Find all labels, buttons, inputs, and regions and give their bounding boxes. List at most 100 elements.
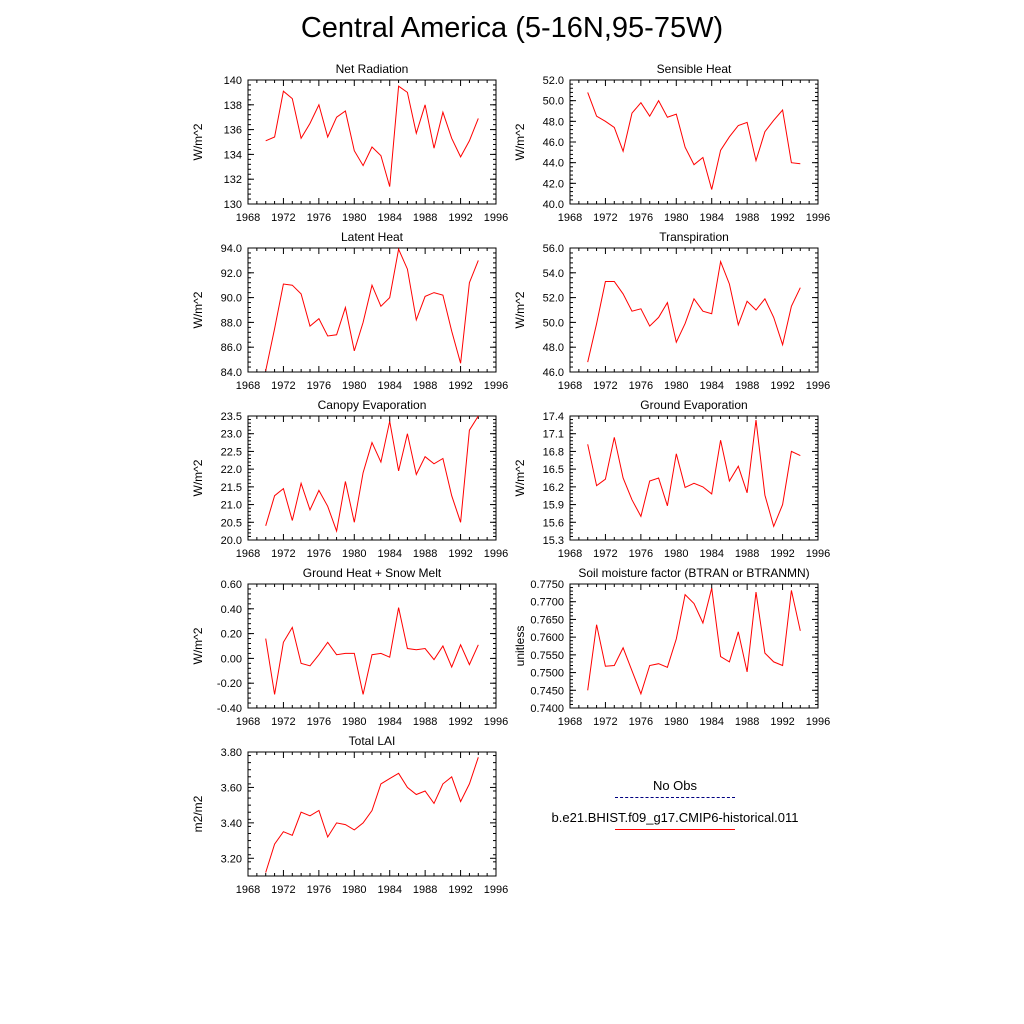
x-tick-label: 1976 <box>629 212 653 224</box>
y-tick-label: 50.0 <box>543 317 564 329</box>
x-tick-label: 1984 <box>699 548 723 560</box>
x-tick-label: 1976 <box>307 884 331 896</box>
y-tick-label: 22.0 <box>221 464 242 476</box>
x-tick-label: 1996 <box>806 716 830 728</box>
y-tick-label: 40.0 <box>543 199 564 211</box>
y-tick-label: 0.7450 <box>530 685 564 697</box>
panel-0: Net Radiation W/m^2 1968 1972 1976 1980 1984 19… <box>191 62 508 224</box>
x-tick-label: 1980 <box>342 212 366 224</box>
x-tick-label: 1972 <box>271 884 295 896</box>
panel-1: Sensible Heat W/m^2 1968 1972 1976 1980 1984 19… <box>513 62 830 224</box>
x-tick-label: 1988 <box>735 212 759 224</box>
x-tick-label: 1992 <box>448 212 472 224</box>
y-tick-label: 84.0 <box>221 367 242 379</box>
y-tick-label: 134 <box>224 149 242 161</box>
y-tick-label: 16.2 <box>543 482 564 494</box>
y-tick-label: 0.40 <box>221 604 242 616</box>
x-tick-label: 1980 <box>342 380 366 392</box>
y-tick-label: 20.0 <box>221 535 242 547</box>
x-tick-label: 1972 <box>271 212 295 224</box>
legend-obs-label: No Obs <box>652 778 698 793</box>
y-tick-label: 15.6 <box>543 517 564 529</box>
x-tick-label: 1984 <box>377 380 401 392</box>
x-tick-label: 1968 <box>236 548 260 560</box>
y-axis-label: W/m^2 <box>513 123 527 160</box>
x-tick-label: 1992 <box>770 380 794 392</box>
y-tick-label: 3.60 <box>221 782 242 794</box>
x-tick-label: 1996 <box>806 380 830 392</box>
x-tick-label: 1992 <box>770 548 794 560</box>
series-line <box>265 247 479 371</box>
y-tick-label: 92.0 <box>221 268 242 280</box>
x-tick-label: 1980 <box>664 380 688 392</box>
x-tick-label: 1992 <box>770 212 794 224</box>
x-tick-label: 1968 <box>558 212 582 224</box>
legend-obs-line <box>615 797 735 798</box>
x-tick-label: 1992 <box>448 884 472 896</box>
panel-title: Ground Evaporation <box>640 398 747 412</box>
y-tick-label: 20.5 <box>221 517 242 529</box>
x-tick-label: 1984 <box>699 716 723 728</box>
panel-title: Total LAI <box>349 734 396 748</box>
series-line <box>265 415 479 534</box>
panel-frame <box>569 415 819 541</box>
y-tick-label: 48.0 <box>543 342 564 354</box>
x-tick-label: 1968 <box>236 380 260 392</box>
y-tick-label: 0.7750 <box>530 579 564 591</box>
x-tick-label: 1976 <box>629 716 653 728</box>
panel-frame <box>247 415 497 541</box>
panel-title: Net Radiation <box>336 62 409 76</box>
y-tick-label: -0.40 <box>217 703 242 715</box>
x-tick-label: 1992 <box>770 716 794 728</box>
y-tick-label: 90.0 <box>221 293 242 305</box>
y-tick-label: 16.8 <box>543 446 564 458</box>
y-tick-label: 0.00 <box>221 653 242 665</box>
y-tick-label: 0.7700 <box>530 597 564 609</box>
y-axis-label: W/m^2 <box>513 291 527 328</box>
y-tick-label: 0.7400 <box>530 703 564 715</box>
x-tick-label: 1968 <box>558 716 582 728</box>
x-tick-label: 1984 <box>377 212 401 224</box>
x-tick-label: 1996 <box>484 548 508 560</box>
y-tick-label: 52.0 <box>543 75 564 87</box>
x-tick-label: 1976 <box>307 716 331 728</box>
y-tick-label: 94.0 <box>221 243 242 255</box>
x-tick-label: 1984 <box>377 884 401 896</box>
series-line <box>265 85 479 187</box>
x-tick-label: 1968 <box>558 380 582 392</box>
x-tick-label: 1984 <box>699 380 723 392</box>
x-tick-label: 1972 <box>593 716 617 728</box>
x-tick-label: 1972 <box>593 380 617 392</box>
series-line <box>265 607 479 695</box>
legend-model-line <box>615 829 735 830</box>
x-tick-label: 1988 <box>735 380 759 392</box>
panel-6: Ground Heat + Snow Melt W/m^2 1968 1972 1976… <box>191 566 508 728</box>
y-tick-label: 52.0 <box>543 293 564 305</box>
panel-frame <box>569 79 819 205</box>
x-tick-label: 1976 <box>307 380 331 392</box>
y-tick-label: 17.1 <box>543 429 564 441</box>
panel-title: Ground Heat + Snow Melt <box>303 566 442 580</box>
series-line <box>587 588 801 696</box>
x-tick-label: 1996 <box>806 212 830 224</box>
panel-frame <box>569 247 819 373</box>
y-tick-label: 0.60 <box>221 579 242 591</box>
series-line <box>587 92 801 190</box>
y-axis-label: W/m^2 <box>191 459 205 496</box>
panel-frame <box>247 583 497 709</box>
x-tick-label: 1968 <box>558 548 582 560</box>
x-tick-label: 1988 <box>735 716 759 728</box>
panel-frame <box>569 583 819 709</box>
series-line <box>587 259 801 363</box>
y-tick-label: 3.80 <box>221 747 242 759</box>
x-tick-label: 1992 <box>448 716 472 728</box>
y-tick-label: 130 <box>224 199 242 211</box>
panel-title: Soil moisture factor (BTRAN or BTRANMN) <box>578 566 809 580</box>
y-axis-label: W/m^2 <box>513 459 527 496</box>
x-tick-label: 1996 <box>484 884 508 896</box>
panel-8: Total LAI m2/m2 1968 1972 1976 1980 1984 1988 19… <box>191 734 508 896</box>
x-tick-label: 1988 <box>413 380 437 392</box>
y-tick-label: 0.20 <box>221 629 242 641</box>
y-tick-label: 56.0 <box>543 243 564 255</box>
y-tick-label: 17.4 <box>543 411 564 423</box>
